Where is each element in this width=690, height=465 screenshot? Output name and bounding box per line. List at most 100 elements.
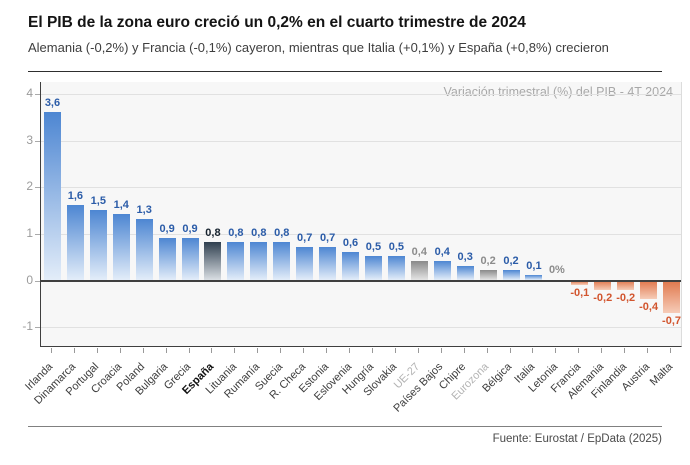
- value-label: 0,8: [228, 227, 244, 240]
- x-axis-tick: [303, 347, 305, 353]
- y-axis-tick: [35, 187, 40, 189]
- value-label: 1,3: [136, 203, 152, 216]
- value-label: 0,4: [434, 245, 450, 258]
- value-label: -0,2: [616, 291, 636, 304]
- bar-Eurozona[interactable]: [479, 270, 497, 280]
- bar-Eslovenia[interactable]: [342, 251, 360, 280]
- bar-Malta[interactable]: [663, 280, 681, 314]
- value-label: 0,3: [457, 250, 473, 263]
- value-label: 0,8: [274, 227, 290, 240]
- x-axis-tick: [371, 347, 373, 353]
- zero-line: [41, 280, 681, 282]
- x-axis-tick: [165, 347, 167, 353]
- bar-Irlanda[interactable]: [43, 111, 61, 280]
- x-axis-tick: [119, 347, 121, 353]
- bar-R. Checa[interactable]: [296, 246, 314, 280]
- value-label: 0,9: [159, 222, 175, 235]
- y-tick-label: 0: [26, 272, 33, 287]
- bar-Italia[interactable]: [525, 274, 543, 280]
- bar-Hungría[interactable]: [364, 256, 382, 280]
- value-label: 3,6: [44, 96, 61, 109]
- x-axis-tick: [50, 347, 52, 353]
- x-axis-tick: [211, 347, 213, 353]
- chart-title: El PIB de la zona euro creció un 0,2% en…: [28, 14, 526, 31]
- chart-subtitle: Alemania (-0,2%) y Francia (-0,1%) cayer…: [28, 40, 609, 56]
- source-credit: Fuente: Eurostat / EpData (2025): [492, 433, 662, 445]
- x-axis-tick: [509, 347, 511, 353]
- gridline: [41, 140, 681, 142]
- bar-UE-27[interactable]: [410, 260, 428, 280]
- x-axis-tick: [326, 347, 328, 353]
- y-axis-tick: [35, 93, 40, 95]
- bar-Bulgaria[interactable]: [158, 237, 176, 280]
- gridline: [41, 187, 681, 189]
- x-axis-tick: [142, 347, 144, 353]
- chart-footer: Fuente: Eurostat / EpData (2025): [28, 426, 662, 445]
- bar-Dinamarca[interactable]: [66, 204, 84, 280]
- y-axis-tick: [35, 280, 40, 282]
- value-label: 0,8: [251, 227, 267, 240]
- bar-Croacia[interactable]: [112, 214, 130, 280]
- x-axis-tick: [257, 347, 259, 353]
- x-axis-tick: [440, 347, 442, 353]
- plot-area: Variación trimestral (%) del PIB - 4T 20…: [40, 81, 682, 347]
- bar-España[interactable]: [204, 242, 222, 280]
- x-axis-tick: [486, 347, 488, 353]
- bar-Portugal[interactable]: [89, 209, 107, 280]
- value-label: 0,2: [503, 255, 519, 268]
- x-axis-tick: [394, 347, 396, 353]
- bar-Francia[interactable]: [571, 280, 589, 286]
- x-axis-tick: [601, 347, 603, 353]
- x-axis-tick: [670, 347, 672, 353]
- value-label: -0,2: [593, 291, 613, 304]
- bar-Suecia[interactable]: [273, 242, 291, 280]
- bar-Estonia[interactable]: [319, 246, 337, 280]
- x-axis-tick: [96, 347, 98, 353]
- x-axis-tick: [73, 347, 75, 353]
- x-axis-tick: [647, 347, 649, 353]
- y-axis-tick: [35, 327, 40, 329]
- bar-Chipre[interactable]: [456, 265, 474, 280]
- gridline: [41, 93, 681, 95]
- value-label: 0,5: [365, 241, 382, 254]
- x-axis-tick: [188, 347, 190, 353]
- x-axis-tick: [555, 347, 557, 353]
- y-tick-label: 2: [26, 179, 33, 194]
- bar-Austria[interactable]: [640, 280, 658, 300]
- x-axis-tick: [578, 347, 580, 353]
- chart-annotation: Variación trimestral (%) del PIB - 4T 20…: [443, 84, 674, 99]
- y-tick-label: 3: [26, 132, 33, 147]
- footer-divider: [28, 426, 662, 427]
- bar-Países Bajos[interactable]: [433, 260, 451, 280]
- value-label: 0,2: [480, 255, 496, 268]
- bar-Grecia[interactable]: [181, 237, 199, 280]
- y-tick-label: 1: [26, 225, 33, 240]
- bar-Lituania[interactable]: [227, 242, 245, 280]
- value-label: -0,7: [662, 315, 682, 328]
- bar-Rumanía[interactable]: [250, 242, 268, 280]
- value-label: 0,1: [526, 259, 542, 272]
- chart-header: El PIB de la zona euro creció un 0,2% en…: [0, 0, 690, 57]
- value-label: 0,8: [205, 227, 221, 240]
- x-axis-tick: [624, 347, 626, 353]
- y-tick-label: -1: [22, 319, 33, 334]
- bar-Bélgica[interactable]: [502, 270, 520, 280]
- gridline: [41, 233, 681, 235]
- value-label: 0%: [548, 263, 565, 276]
- header-divider: [28, 70, 662, 72]
- value-label: 0,6: [342, 236, 359, 249]
- bar-Alemania[interactable]: [594, 280, 612, 290]
- gridline: [41, 327, 681, 329]
- value-label: 1,5: [90, 194, 106, 207]
- bar-Poland[interactable]: [135, 218, 153, 280]
- y-tick-label: 4: [26, 85, 33, 100]
- bar-Slovakia[interactable]: [387, 256, 405, 280]
- value-label: -0,1: [570, 287, 590, 300]
- x-axis-tick: [417, 347, 419, 353]
- value-label: -0,4: [639, 301, 659, 314]
- x-axis-tick: [463, 347, 465, 353]
- value-label: 0,4: [411, 245, 427, 258]
- value-label: 1,6: [67, 189, 84, 202]
- bar-Finlandia[interactable]: [617, 280, 635, 290]
